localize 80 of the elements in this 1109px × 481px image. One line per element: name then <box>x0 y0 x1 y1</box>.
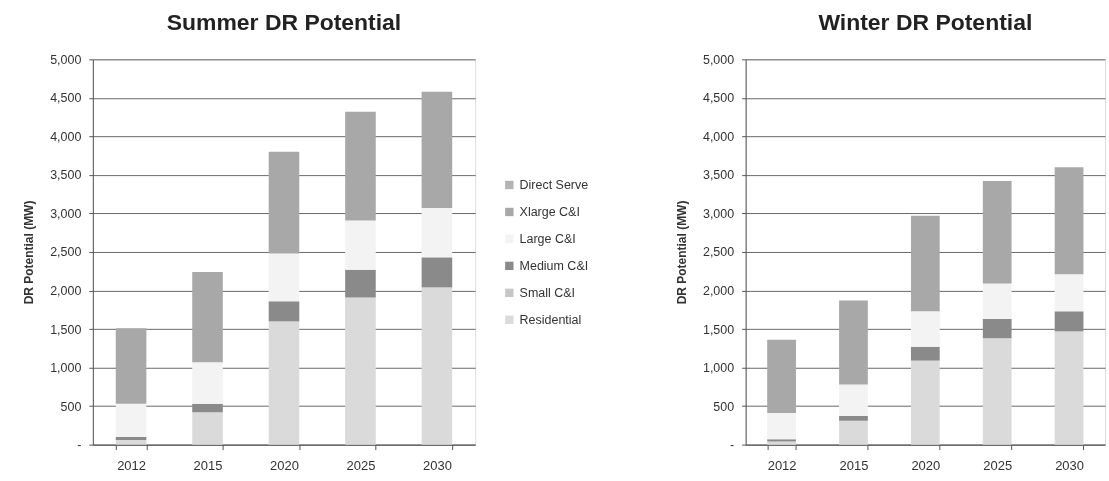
x-tick-label: 2012 <box>767 458 797 474</box>
y-axis-title: DR Potential (MW) <box>22 200 37 305</box>
bar <box>839 384 868 417</box>
bar <box>982 338 1012 445</box>
bar <box>767 339 796 414</box>
x-tick-label: 2030 <box>1055 458 1084 474</box>
legend-label: Residential <box>519 312 582 327</box>
x-tick-label: 2025 <box>983 458 1013 474</box>
y-tick-label: 2,500 <box>50 245 82 260</box>
bar <box>421 287 453 445</box>
y-tick-label: 3,500 <box>50 168 82 183</box>
bar <box>345 220 376 270</box>
bar <box>115 440 147 445</box>
y-axis-title: DR Potential (MW) <box>674 200 689 305</box>
chart-title: Summer DR Potential <box>166 9 402 36</box>
y-tick-label: - <box>77 438 82 453</box>
y-tick-label: 1,000 <box>702 361 735 376</box>
x-tick-label: 2015 <box>193 458 223 474</box>
bar <box>115 436 147 440</box>
chart-title: Winter DR Potential <box>818 9 1033 36</box>
bar <box>982 283 1012 320</box>
y-tick-label: 500 <box>713 399 735 414</box>
bar <box>115 403 147 437</box>
bar <box>421 208 453 258</box>
legend-label: Small C&I <box>519 285 575 300</box>
bar <box>1054 167 1084 275</box>
y-tick-label: 4,000 <box>50 129 82 144</box>
x-tick-label: 2020 <box>911 458 941 474</box>
bar <box>910 360 940 445</box>
bar <box>268 253 300 302</box>
bar <box>910 215 940 312</box>
bar <box>192 412 223 445</box>
bar <box>982 181 1012 284</box>
x-tick-label: 2012 <box>117 458 146 474</box>
bar <box>982 319 1012 339</box>
y-tick-label: 4,500 <box>50 91 82 106</box>
y-tick-label: 1,500 <box>50 322 82 337</box>
y-tick-label: 2,500 <box>702 245 735 260</box>
y-tick-label: 500 <box>60 399 82 414</box>
legend-label: Medium C&I <box>519 258 589 273</box>
bar <box>268 301 300 322</box>
x-tick-label: 2030 <box>422 458 452 474</box>
bar <box>839 300 868 385</box>
bar <box>268 321 300 445</box>
y-tick-label: 1,000 <box>50 361 82 376</box>
y-tick-label: 2,000 <box>50 284 82 298</box>
bar <box>1054 311 1084 332</box>
y-tick-label: 3,500 <box>702 168 735 183</box>
bar <box>910 311 940 347</box>
bar <box>345 269 376 298</box>
bar <box>345 111 376 221</box>
bar <box>839 416 868 421</box>
bar <box>1054 274 1084 312</box>
x-tick-label: 2015 <box>839 458 869 474</box>
bar <box>839 420 868 445</box>
bar <box>345 297 376 445</box>
bar <box>421 257 453 288</box>
x-tick-label: 2025 <box>346 458 376 474</box>
bar <box>421 91 453 209</box>
y-tick-label: 2,000 <box>702 284 735 298</box>
y-tick-label: - <box>730 438 735 453</box>
bar <box>1054 331 1084 445</box>
y-tick-label: 5,000 <box>50 52 82 67</box>
x-tick-label: 2020 <box>270 458 299 474</box>
bar <box>192 362 223 404</box>
y-tick-label: 3,000 <box>702 206 735 221</box>
y-tick-label: 4,500 <box>702 91 735 106</box>
y-tick-label: 4,000 <box>702 129 735 144</box>
bar <box>192 403 223 413</box>
bar <box>767 413 796 440</box>
bar <box>268 151 300 254</box>
bar <box>115 328 147 404</box>
legend-label: Xlarge C&I <box>519 204 580 219</box>
legend-label: Direct Serve <box>519 178 589 192</box>
legend-label: Large C&I <box>519 231 576 246</box>
bar <box>910 346 940 361</box>
y-tick-label: 5,000 <box>702 52 735 67</box>
y-tick-label: 3,000 <box>50 206 82 221</box>
y-tick-label: 1,500 <box>702 322 735 337</box>
bar <box>192 272 223 363</box>
